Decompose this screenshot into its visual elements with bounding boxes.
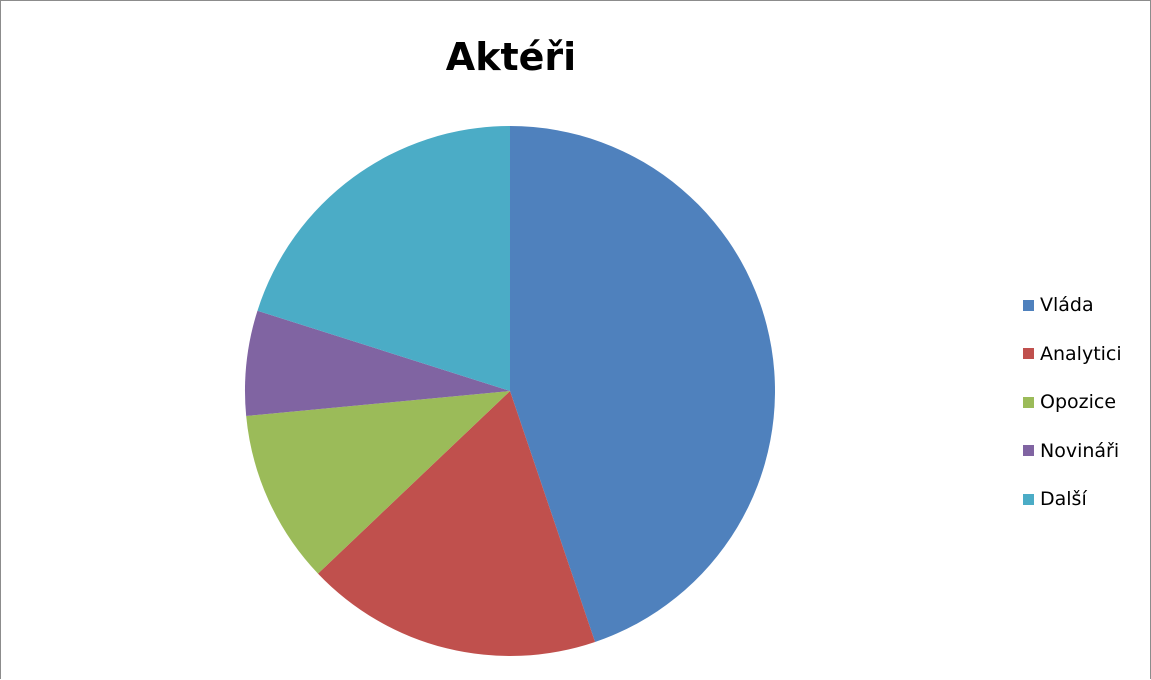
pie-slice-novinari (245, 310, 510, 416)
legend-item-vlada: Vláda (1023, 281, 1151, 330)
legend-swatch (1023, 493, 1034, 505)
legend-label: Další (1040, 488, 1087, 511)
legend-item-analytici: Analytici (1023, 330, 1151, 379)
chart-legend: Vláda Analytici Opozice Novináři Další (1023, 281, 1151, 524)
legend-label: Novináři (1040, 439, 1120, 462)
legend-swatch (1023, 299, 1034, 311)
pie-chart (245, 126, 775, 656)
legend-swatch (1023, 348, 1034, 360)
legend-swatch (1023, 396, 1034, 408)
legend-label: Vláda (1040, 294, 1094, 317)
legend-label: Analytici (1040, 342, 1122, 365)
legend-item-dalsi: Další (1023, 475, 1151, 524)
chart-title: Aktéři (445, 35, 577, 79)
legend-label: Opozice (1040, 391, 1117, 414)
pie-slice-dalsi (257, 126, 510, 391)
pie-slice-opozice (246, 391, 510, 574)
pie-slice-vlada (510, 126, 775, 642)
pie-slice-analytici (317, 391, 596, 656)
legend-item-opozice: Opozice (1023, 378, 1151, 427)
legend-swatch (1023, 445, 1034, 457)
legend-item-novinari: Novináři (1023, 427, 1151, 476)
